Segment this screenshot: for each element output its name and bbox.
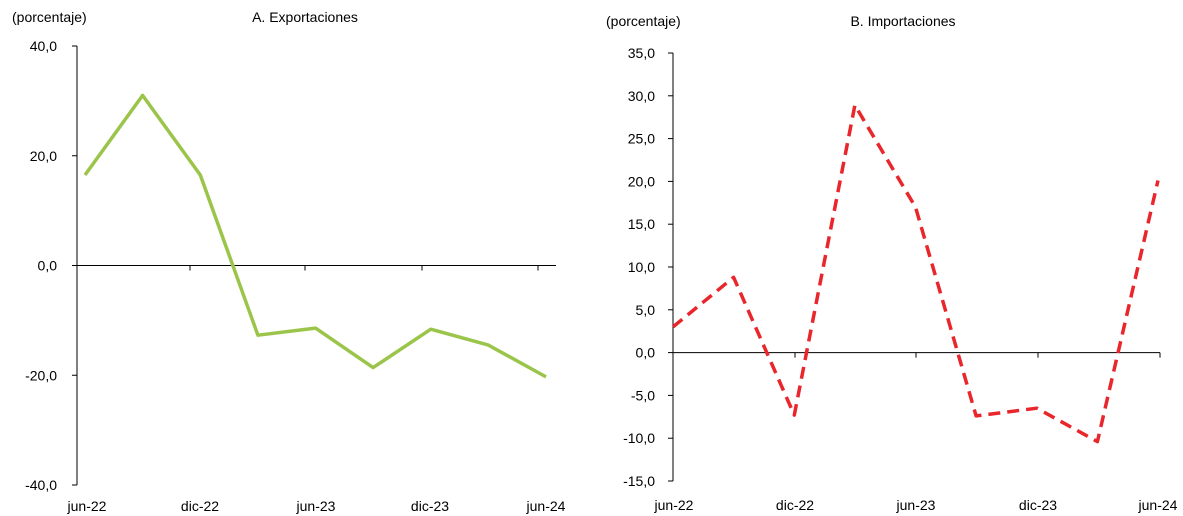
y-tick-label: 10,0 xyxy=(628,259,655,275)
y-tick-label: 30,0 xyxy=(628,88,655,104)
y-tick-label: 25,0 xyxy=(628,131,655,147)
y-axis-label: (porcentaje) xyxy=(12,9,87,25)
x-tick-label: jun-24 xyxy=(1138,497,1178,513)
chart-title: A. Exportaciones xyxy=(252,9,358,25)
x-tick-label: jun-23 xyxy=(296,498,336,514)
y-tick-label: 20,0 xyxy=(30,148,57,164)
y-tick-label: -40,0 xyxy=(25,477,57,493)
y-tick-label: -20,0 xyxy=(25,367,57,383)
x-tick-label: jun-24 xyxy=(526,498,566,514)
y-axis-label: (porcentaje) xyxy=(606,13,681,29)
y-tick-label: 0,0 xyxy=(38,258,58,274)
x-tick-label: dic-22 xyxy=(181,498,219,514)
y-tick-label: 0,0 xyxy=(636,345,656,361)
x-tick-label: dic-23 xyxy=(411,498,449,514)
x-tick-label: jun-22 xyxy=(654,497,694,513)
chart-title: B. Importaciones xyxy=(850,13,955,29)
y-tick-label: 35,0 xyxy=(628,45,655,61)
x-tick-label: dic-22 xyxy=(776,497,814,513)
y-tick-label: 20,0 xyxy=(628,173,655,189)
x-tick-label: jun-22 xyxy=(67,498,107,514)
y-tick-label: 5,0 xyxy=(636,302,656,318)
y-tick-label: 40,0 xyxy=(30,38,57,54)
series-line xyxy=(83,93,547,379)
series-line xyxy=(671,103,1160,444)
y-tick-label: 15,0 xyxy=(628,216,655,232)
x-tick-label: dic-23 xyxy=(1019,497,1057,513)
y-tick-label: -10,0 xyxy=(623,430,655,446)
x-tick-label: jun-23 xyxy=(896,497,936,513)
y-tick-label: -15,0 xyxy=(623,473,655,489)
y-tick-label: -5,0 xyxy=(631,387,655,403)
